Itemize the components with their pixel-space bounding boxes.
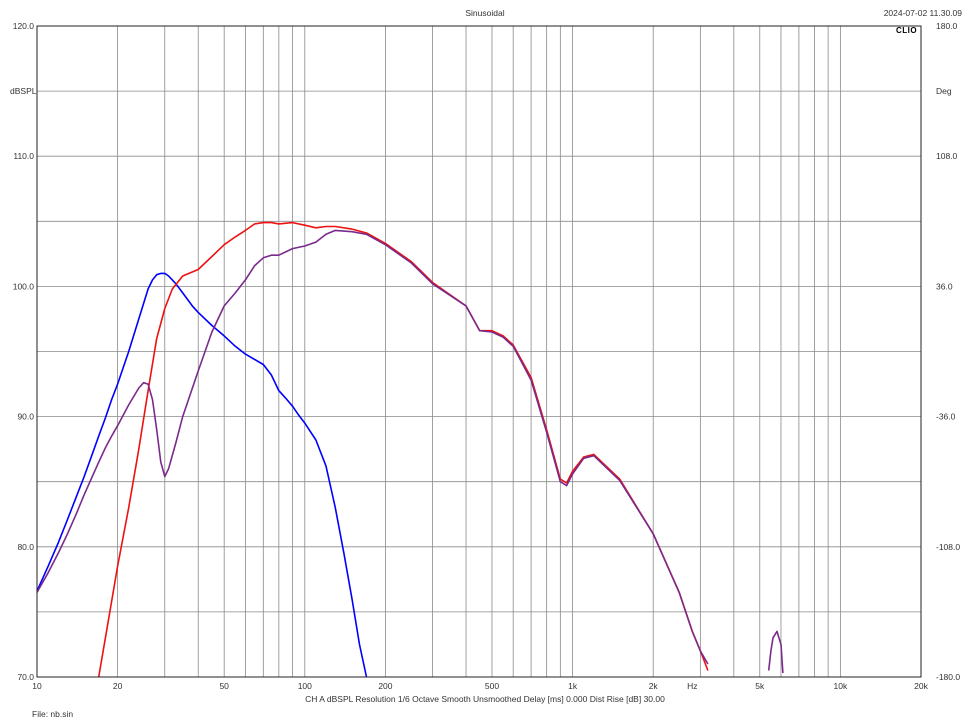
file-name: File: nb.sin	[32, 709, 74, 719]
series-layer	[36, 221, 784, 678]
series-line-4	[767, 630, 784, 674]
y2-tick-label: -108.0	[936, 542, 960, 552]
x-tick-label: 10	[32, 681, 42, 691]
clio-logo: CLIO	[896, 26, 918, 35]
series-line-1	[36, 272, 368, 678]
y2-tick-label: -180.0	[936, 672, 960, 682]
chart-title: Sinusoidal	[465, 8, 505, 18]
x-tick-label: 2k	[649, 681, 659, 691]
timestamp: 2024-07-02 11.30.09	[883, 8, 962, 18]
y-tick-label: 100.0	[13, 281, 35, 291]
x-tick-label: 500	[485, 681, 499, 691]
series-line-3	[36, 229, 709, 665]
y2-tick-label: 180.0	[936, 21, 958, 31]
x-tick-label: 200	[378, 681, 392, 691]
x-tick-label: 20k	[914, 681, 928, 691]
y-tick-label: 120.0	[13, 21, 35, 31]
x-tick-label: 1k	[568, 681, 578, 691]
status-line: CH A dBSPL Resolution 1/6 Octave Smooth …	[305, 694, 665, 704]
y-axis-label: dBSPL	[10, 86, 37, 96]
y-tick-label: 90.0	[17, 412, 34, 422]
grid	[37, 26, 921, 677]
y2-tick-label: 108.0	[936, 151, 958, 161]
y2-tick-label: 36.0	[936, 281, 953, 291]
x-tick-label: 100	[298, 681, 312, 691]
x-tick-label: 20	[113, 681, 123, 691]
tick-labels: 10 20 50 100 200 500 1k 2k 5k 10k 20k Hz 120.0 110.0 1…	[13, 21, 961, 691]
x-tick-label: 5k	[755, 681, 765, 691]
x-tick-label: 50	[219, 681, 229, 691]
y-tick-label: 80.0	[17, 542, 34, 552]
y-tick-label: 70.0	[17, 672, 34, 682]
y2-tick-label: -36.0	[936, 412, 956, 422]
y-tick-label: 110.0	[13, 151, 34, 161]
plot-frame	[36, 25, 922, 678]
y2-axis-label: Deg	[936, 86, 952, 96]
x-unit-label: Hz	[687, 681, 697, 691]
x-tick-label: 10k	[834, 681, 848, 691]
series-line-2	[97, 221, 709, 678]
